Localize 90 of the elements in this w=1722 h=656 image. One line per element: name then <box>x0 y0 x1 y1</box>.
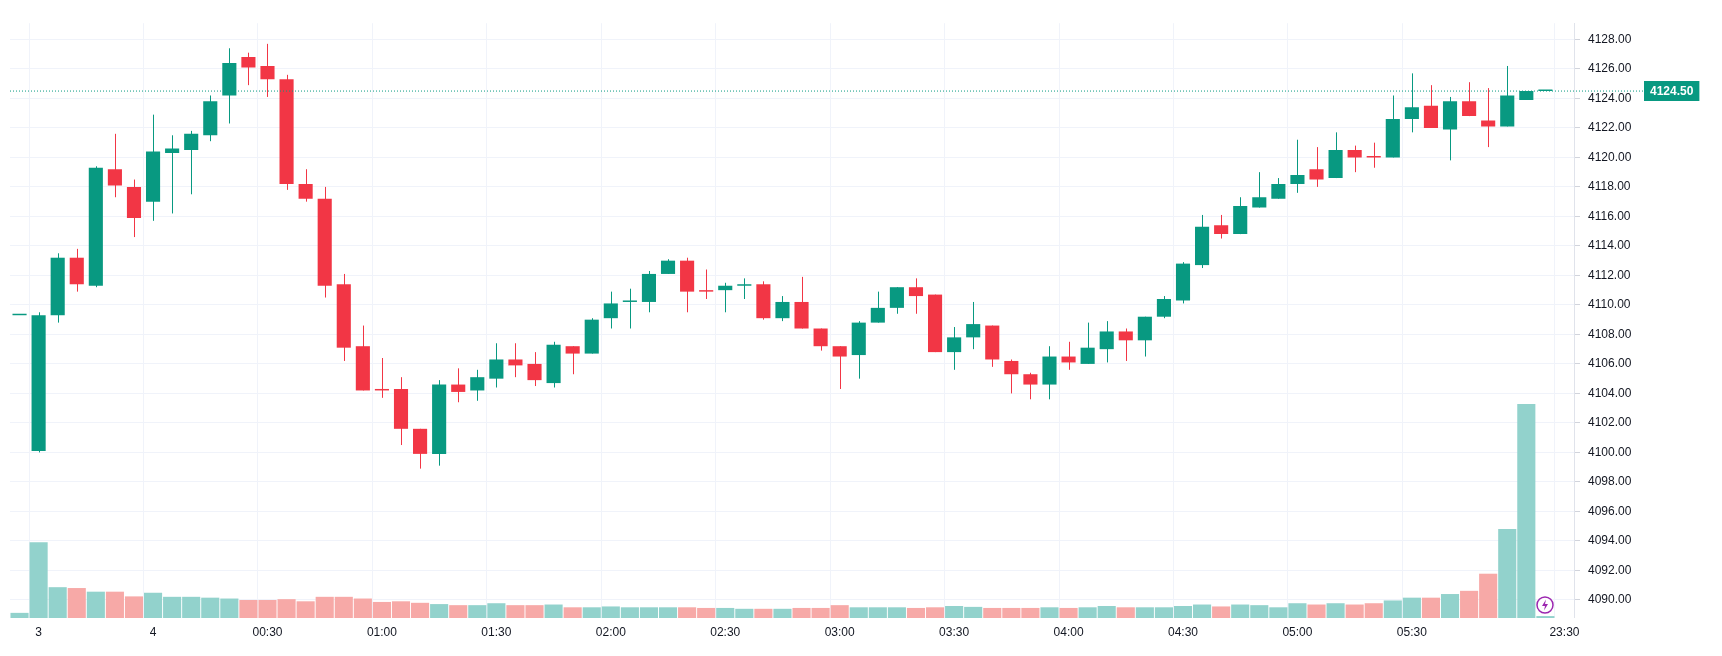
candlestick <box>889 286 904 315</box>
candlestick <box>1462 81 1477 117</box>
candlestick <box>1214 214 1229 240</box>
bar <box>563 606 582 618</box>
x-tick-label: 00:30 <box>252 625 283 640</box>
candlestick <box>1137 316 1152 358</box>
candlestick <box>908 277 924 315</box>
x-tick-label: 04:00 <box>1053 625 1084 640</box>
y-tick-label: 4118.00 <box>1588 179 1631 194</box>
candlestick <box>1118 328 1133 362</box>
candlestick <box>966 301 981 350</box>
bar <box>1307 604 1326 618</box>
ref-line-label: 4124.50 <box>1649 84 1694 99</box>
candlestick <box>260 43 275 98</box>
candlestick <box>1156 295 1171 319</box>
bar <box>544 604 563 618</box>
candlestick <box>603 291 618 330</box>
candlestick <box>832 345 847 390</box>
y-tick-label: 4102.00 <box>1588 415 1632 430</box>
y-tick-label: 4126.00 <box>1588 61 1632 76</box>
y-tick-label: 4096.00 <box>1588 503 1632 518</box>
candlestick <box>451 367 466 403</box>
bar <box>1212 606 1231 618</box>
candlestick <box>1290 139 1305 194</box>
y-tick-label: 4112.00 <box>1588 267 1631 282</box>
candlestick <box>1347 145 1362 173</box>
candlestick <box>718 282 733 313</box>
candlestick <box>565 345 580 375</box>
candlestick <box>737 277 752 300</box>
y-tick-label: 4124.00 <box>1588 90 1632 105</box>
candlestick <box>508 342 523 378</box>
x-tick-label: 03:00 <box>824 625 856 640</box>
candlestick <box>1080 322 1095 365</box>
x-tick-label: 03:30 <box>939 625 970 640</box>
candlestick <box>1023 372 1038 400</box>
y-tick-label: 4122.00 <box>1588 120 1632 135</box>
bar <box>754 608 773 618</box>
x-tick-label: 01:30 <box>481 625 512 640</box>
candlestick <box>489 342 504 389</box>
bar <box>1440 593 1460 618</box>
x-tick-label: 04:30 <box>1167 625 1199 640</box>
candlestick <box>1004 358 1019 394</box>
candlestick <box>298 168 313 203</box>
y-tick-label: 4092.00 <box>1588 562 1632 577</box>
y-tick-label: 4120.00 <box>1588 149 1632 164</box>
candlestick <box>947 326 962 371</box>
x-tick-label: 05:00 <box>1282 625 1313 640</box>
y-tick-label: 4094.00 <box>1588 533 1632 548</box>
candlestick <box>1423 84 1439 129</box>
candlestick <box>775 295 790 322</box>
candlestick <box>470 369 485 402</box>
bar <box>67 587 86 618</box>
y-tick-label: 4110.00 <box>1588 297 1631 312</box>
candlestick <box>1271 177 1286 200</box>
candlestick <box>870 291 885 324</box>
x-tick-label: 4 <box>149 625 157 640</box>
x-tick-label: 02:00 <box>595 625 627 640</box>
y-tick-label: 4104.00 <box>1588 385 1632 400</box>
candlestick <box>165 134 180 214</box>
bar <box>449 604 468 618</box>
bar <box>1040 606 1059 618</box>
bar <box>1116 606 1135 618</box>
y-tick-label: 4116.00 <box>1588 208 1631 223</box>
bar <box>1059 607 1078 618</box>
bar <box>86 591 105 618</box>
y-tick-label: 4098.00 <box>1588 474 1632 489</box>
candlestick <box>622 288 637 330</box>
candlestick <box>107 133 122 198</box>
candlestick <box>1309 146 1324 188</box>
x-tick-label: 05:30 <box>1396 625 1428 640</box>
x-tick-label: 23:30 <box>1549 625 1580 640</box>
y-tick-label: 4100.00 <box>1588 444 1632 459</box>
y-tick-label: 4114.00 <box>1588 238 1631 253</box>
bar <box>1326 602 1345 618</box>
candlestick <box>1252 171 1267 209</box>
y-tick-label: 4108.00 <box>1588 326 1632 341</box>
x-tick-label: 02:30 <box>710 625 741 640</box>
candlestick <box>527 351 542 387</box>
bar <box>430 603 449 618</box>
candlestick <box>699 269 714 300</box>
y-tick-label: 4090.00 <box>1588 592 1632 607</box>
bar <box>773 608 792 618</box>
candlestick <box>184 130 199 195</box>
x-tick-label: 3 <box>35 625 43 640</box>
candlestick <box>241 52 256 86</box>
bar <box>1421 597 1441 618</box>
x-tick-label: 01:00 <box>366 625 398 640</box>
y-tick-label: 4106.00 <box>1588 356 1632 371</box>
y-tick-label: 4128.00 <box>1588 31 1632 46</box>
candlestick <box>1099 320 1114 363</box>
